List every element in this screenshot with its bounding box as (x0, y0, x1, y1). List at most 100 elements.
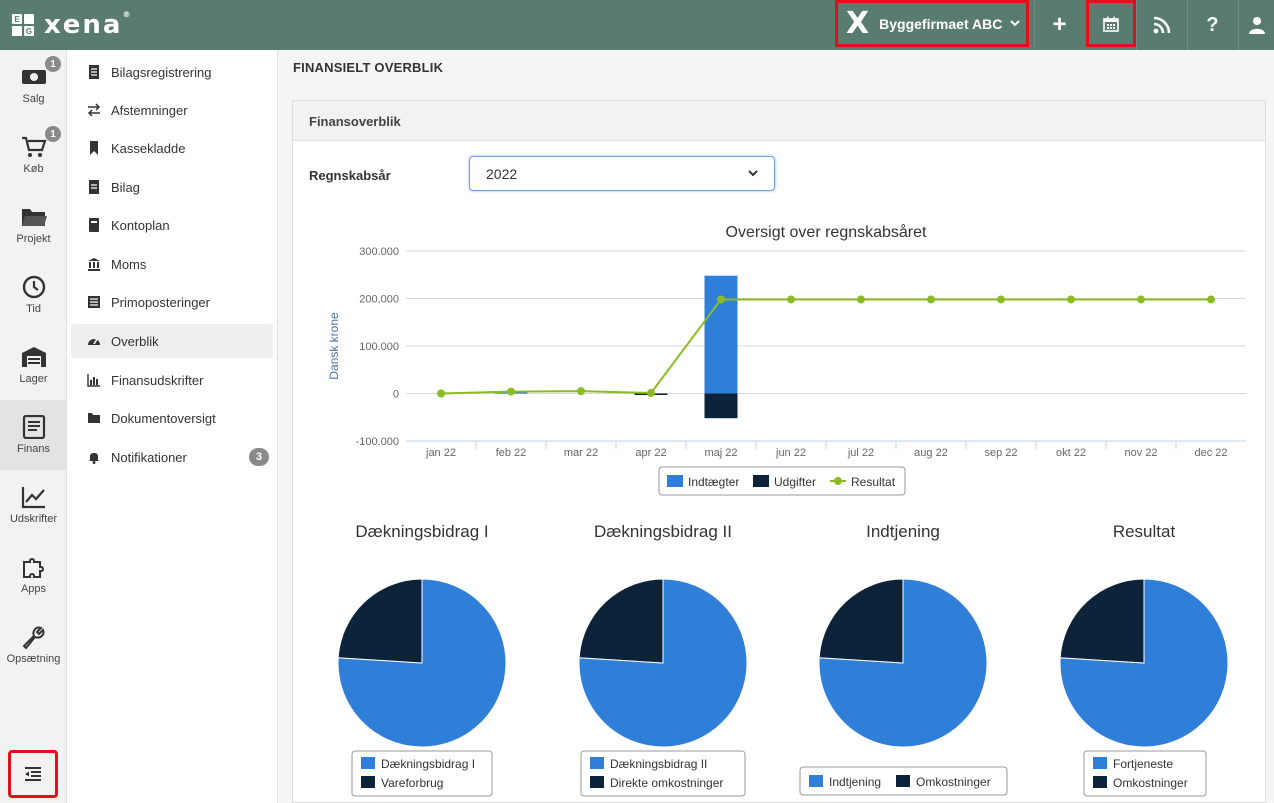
wrench-icon (22, 626, 44, 649)
subnav-item-notifikationer[interactable]: Notifikationer 3 (71, 440, 273, 474)
x-tick-label: maj 22 (704, 447, 737, 459)
pie-legend-swatch (590, 757, 604, 769)
bell-icon (89, 453, 99, 464)
subnav-item-afstemninger[interactable]: Afstemninger (71, 93, 273, 127)
add-button[interactable]: + (1034, 0, 1084, 50)
rail-item-salg[interactable]: Salg 1 (0, 50, 67, 120)
pie-slice-0 (818, 578, 988, 748)
pie-chart-2: Dækningsbidrag II Dækningsbidrag II Direkt… (578, 522, 748, 797)
pie-slice-0 (337, 578, 507, 748)
rail-item-lager[interactable]: Lager (0, 330, 67, 400)
rail-badge: 1 (45, 126, 61, 142)
x-tick-label: dec 22 (1194, 447, 1227, 459)
pie-chart-1: Dækningsbidrag I Dækningsbidrag I Vareforb… (337, 522, 507, 797)
rail-item-label: Lager (19, 373, 48, 385)
finance-subnav: Bilagsregistrering Afstemninger Kassekladd… (67, 50, 278, 803)
result-point-0 (437, 389, 445, 398)
xena-logo[interactable]: E G xena® (12, 10, 133, 40)
pie-legend-label: Vareforbrug (381, 776, 443, 790)
fiscal-year-value: 2022 (486, 165, 518, 182)
pie-slice-1 (1059, 578, 1145, 664)
result-point-9 (1067, 295, 1075, 304)
pie-legend-label: Dækningsbidrag II (610, 757, 707, 771)
collapse-menu-icon (25, 767, 41, 781)
plus-icon: + (1052, 11, 1067, 38)
rail-item-label: Salg (22, 93, 45, 105)
subnav-item-bilag[interactable]: Bilag (71, 170, 273, 204)
result-point-5 (787, 295, 795, 304)
top-bar: E G xena® X Byggefirmaet ABC + (0, 0, 1274, 50)
collapse-sidebar-button[interactable] (8, 750, 58, 798)
subnav-item-finansudskrifter[interactable]: Finansudskrifter (71, 363, 273, 397)
result-line (440, 298, 1211, 395)
rail-item-label: Projekt (16, 233, 51, 245)
chevron-down-icon (748, 170, 758, 177)
user-button[interactable] (1238, 0, 1274, 50)
fiscal-year-select[interactable]: 2022 (469, 156, 775, 191)
pie-legend-frame (1083, 750, 1207, 797)
x-tick-label: jan 22 (425, 447, 456, 459)
legend-swatch-income (667, 475, 683, 487)
rail-item-apps[interactable]: Apps (0, 540, 67, 610)
logo-badge-letter: E (12, 14, 22, 24)
bank-icon (88, 258, 100, 271)
subnav-item-kontoplan[interactable]: Kontoplan (71, 208, 273, 242)
subnav-item-dokumentoversigt[interactable]: Dokumentoversigt (71, 401, 273, 435)
subnav-item-primoposteringer[interactable]: Primoposteringer (71, 285, 273, 319)
rail-item-tid[interactable]: Tid (0, 260, 67, 330)
pie-slice-1 (818, 578, 904, 664)
rail-item-opsætning[interactable]: Opsætning (0, 610, 67, 680)
subnav-item-bilagsregistrering[interactable]: Bilagsregistrering (71, 55, 273, 89)
pie-legend-label: Direkte omkostninger (610, 776, 723, 790)
subnav-item-kassekladde[interactable]: Kassekladde (71, 131, 273, 165)
pie-slice-1 (578, 578, 664, 664)
x-tick-label: nov 22 (1124, 447, 1157, 459)
subnav-item-label: Bilag (111, 179, 140, 195)
pie-legend-label: Omkostninger (1113, 776, 1188, 790)
pie-legend-swatch (361, 757, 375, 769)
result-point-4 (717, 295, 725, 304)
logo-wordmark: xena (44, 10, 123, 40)
pie-title: Indtjening (866, 522, 940, 541)
charts-area: Oversigt over regnskabsåret Dansk krone -1… (327, 223, 1246, 797)
folder-small-icon (88, 413, 100, 423)
rail-item-udskrifter[interactable]: Udskrifter (0, 470, 67, 540)
company-selector[interactable]: X Byggefirmaet ABC (835, 0, 1029, 47)
subnav-item-moms[interactable]: Moms (71, 247, 273, 281)
result-point-7 (927, 295, 935, 304)
help-button[interactable]: ? (1187, 0, 1237, 50)
book-small-icon (89, 218, 99, 232)
legend-swatch-expense (753, 475, 769, 487)
rail-item-køb[interactable]: Køb 1 (0, 120, 67, 190)
pie-legend-swatch (590, 776, 604, 788)
user-icon (1248, 17, 1265, 34)
pie-title: Dækningsbidrag II (594, 522, 732, 541)
pie-legend-swatch (1093, 776, 1107, 788)
money-icon (21, 70, 46, 84)
subnav-item-overblik[interactable]: Overblik (71, 324, 273, 358)
pie-slice-1 (337, 578, 423, 664)
trademark: ® (122, 10, 133, 19)
notification-count-badge: 3 (249, 448, 269, 466)
cart-icon (21, 136, 47, 157)
y-tick-label: 0 (393, 389, 399, 401)
exchange-icon (87, 103, 101, 117)
legend-marker-result (834, 477, 842, 485)
chart-title: Oversigt over regnskabsåret (726, 223, 928, 241)
company-name: Byggefirmaet ABC (879, 15, 1003, 32)
feed-button[interactable] (1136, 0, 1186, 50)
result-point-11 (1207, 295, 1215, 304)
rail-item-projekt[interactable]: Projekt (0, 190, 67, 260)
pie-legend-swatch (809, 775, 823, 787)
pie-legend-label: Omkostninger (916, 775, 991, 789)
puzzle-icon (22, 558, 44, 578)
pie-title: Resultat (1113, 522, 1176, 541)
rail-item-finans[interactable]: Finans (0, 400, 67, 470)
calendar-icon (1103, 16, 1119, 32)
x-tick-label: sep 22 (984, 447, 1017, 459)
help-icon: ? (1206, 13, 1219, 36)
dashboard-icon (88, 338, 100, 345)
calendar-button[interactable] (1086, 0, 1136, 47)
pie-legend-swatch (361, 776, 375, 788)
chevron-down-icon (1010, 18, 1021, 30)
